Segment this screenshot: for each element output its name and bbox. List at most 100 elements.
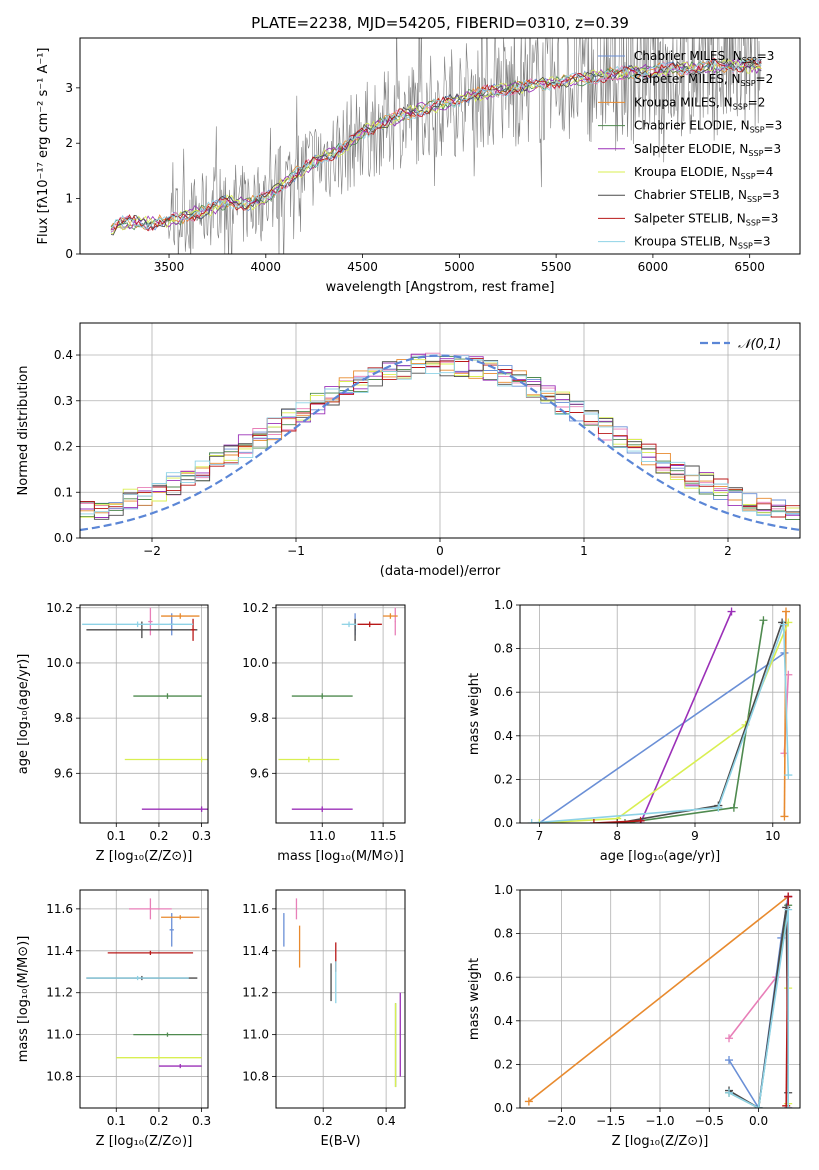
y-tick-label: 11.0: [242, 1028, 269, 1042]
weight-line-chabrier-stelib: [617, 622, 783, 823]
weight-marker: [779, 620, 788, 629]
legend-suffix: =2: [756, 72, 774, 86]
legend-suffix: =3: [761, 211, 779, 225]
weight-line-kroupa-miles: [783, 611, 787, 817]
y-tick-label: 9.6: [250, 766, 269, 780]
legend-entry: Salpeter MILES, NSSP=2: [634, 72, 773, 88]
model-line-kroupa-elodie: [110, 58, 762, 234]
y-tick-label: 9.8: [250, 711, 269, 725]
legend-label: Chabrier STELIB, N: [634, 188, 747, 202]
axes-frame: [79, 322, 801, 539]
plot-area: [82, 607, 208, 812]
weight-marker: [524, 1097, 533, 1106]
plot-area: [278, 607, 398, 812]
y-tick-label: 0.4: [494, 729, 513, 743]
legend-label: Salpeter MILES, N: [634, 72, 741, 86]
y-tick-label: 11.2: [242, 986, 269, 1000]
y-tick-label: 10.0: [242, 656, 269, 670]
legend-subscript: SSP: [747, 195, 762, 204]
normal-legend-label: 𝒩(0,1): [738, 337, 781, 352]
legend-subscript: SSP: [750, 126, 765, 135]
weight-marker: [759, 616, 768, 625]
legend-entry: Chabrier STELIB, NSSP=3: [634, 188, 780, 204]
x-tick-label: 0: [436, 544, 444, 558]
y-tick-label: 10.2: [242, 601, 269, 615]
weight-marker: [784, 1104, 793, 1108]
weight-marker: [527, 819, 536, 823]
y-tick-label: 1.0: [494, 598, 513, 612]
x-tick-label: 0.3: [192, 1114, 211, 1128]
legend-suffix: =3: [753, 235, 771, 249]
x-axis-label: Z [log₁₀(Z/Z⊙)]: [96, 1134, 193, 1149]
weight-marker: [714, 803, 723, 812]
legend-label: Salpeter STELIB, N: [634, 211, 746, 225]
axes-frame: [275, 604, 406, 824]
weight-marker: [729, 803, 738, 812]
y-tick-label: 1: [65, 192, 73, 206]
panel-weight_vs_age: 7 8 9 10 0.0 0.2 0.4 0.6 0.8 1.0 age [log₁₀(age/yr…: [467, 598, 801, 864]
x-tick-label: 6000: [638, 260, 669, 274]
y-axis-label: mass [log₁₀(M/M⊙)]: [16, 936, 31, 1063]
y-axis-label: Flux [fλ10⁻¹⁷ erg cm⁻² s⁻¹ A⁻¹]: [36, 48, 51, 245]
y-tick-label: 11.4: [242, 944, 269, 958]
y-tick-label: 0.4: [54, 348, 73, 362]
x-tick-label: 0.1: [107, 1114, 126, 1128]
x-tick-label: 1: [580, 544, 588, 558]
weight-marker: [754, 1104, 763, 1108]
y-tick-label: 11.0: [46, 1028, 73, 1042]
legend-entry: Chabrier MILES, NSSP=3: [634, 49, 774, 65]
x-tick-label: 10: [765, 829, 780, 843]
x-tick-label: 9: [691, 829, 699, 843]
x-tick-label: 5500: [541, 260, 572, 274]
legend-subscript: SSP: [748, 149, 763, 158]
x-tick-label: −1.5: [596, 1114, 625, 1128]
weight-marker: [784, 771, 793, 780]
legend-subscript: SSP: [742, 56, 757, 65]
y-axis-label: Normed distribution: [16, 366, 31, 496]
x-axis-label: Z [log₁₀(Z/Z⊙)]: [612, 1134, 709, 1149]
x-tick-label: 0.2: [314, 1114, 333, 1128]
y-axis-label: age [log₁₀(age/yr)]: [16, 654, 31, 775]
legend-label: Kroupa STELIB, N: [634, 235, 738, 249]
y-tick-label: 10.8: [242, 1070, 269, 1084]
weight-line-kroupa-stelib: [531, 624, 790, 823]
legend-entry: Kroupa ELODIE, NSSP=4: [634, 165, 773, 181]
plot-area: [86, 898, 202, 1069]
y-tick-label: 0: [65, 247, 73, 261]
histogram-salpeter-stelib: [80, 357, 800, 518]
y-tick-label: 0.4: [494, 1014, 513, 1028]
data-spectrum-line: [110, 38, 762, 254]
legend-entry: Salpeter ELODIE, NSSP=3: [634, 142, 781, 158]
legend-subscript: SSP: [733, 102, 748, 111]
weight-marker: [725, 1034, 734, 1043]
legend-label: Kroupa ELODIE, N: [634, 165, 741, 179]
x-tick-label: 4000: [251, 260, 282, 274]
weight-marker: [784, 892, 793, 901]
y-tick-label: 1.0: [494, 883, 513, 897]
plot-area: [527, 607, 793, 823]
y-tick-label: 2: [65, 136, 73, 150]
legend-suffix: =3: [765, 119, 783, 133]
y-tick-label: 0.6: [494, 970, 513, 984]
x-tick-label: −2.0: [547, 1114, 576, 1128]
legend-label: Chabrier MILES, N: [634, 49, 742, 63]
x-tick-label: 8: [613, 829, 621, 843]
x-tick-label: −2: [143, 544, 161, 558]
model-line-kroupa-stelib: [110, 58, 762, 231]
y-tick-label: 0.0: [494, 1101, 513, 1115]
panel-weight_vs_Z: −2.0 −1.5 −1.0 −0.5 0.0 0.0 0.2 0.4 0.6 0.8 1.0 Z […: [467, 883, 801, 1149]
weight-marker: [589, 819, 598, 823]
plot-area: [80, 352, 800, 532]
weight-line-salpeter-elodie: [639, 611, 733, 823]
model-line-chabrier-stelib: [110, 58, 762, 236]
x-tick-label: 0.2: [149, 1114, 168, 1128]
panel-residuals: −2 −1 0 1 2 0.0 0.1 0.2 0.3 0.4 (data-model)/error…: [16, 322, 801, 579]
y-tick-label: 10.0: [46, 656, 73, 670]
y-tick-label: 0.2: [494, 772, 513, 786]
legend-subscript: SSP: [746, 218, 761, 227]
weight-line-chabrier-elodie: [624, 620, 765, 823]
x-axis-label: (data-model)/error: [380, 564, 501, 579]
legend-suffix: =3: [757, 49, 775, 63]
